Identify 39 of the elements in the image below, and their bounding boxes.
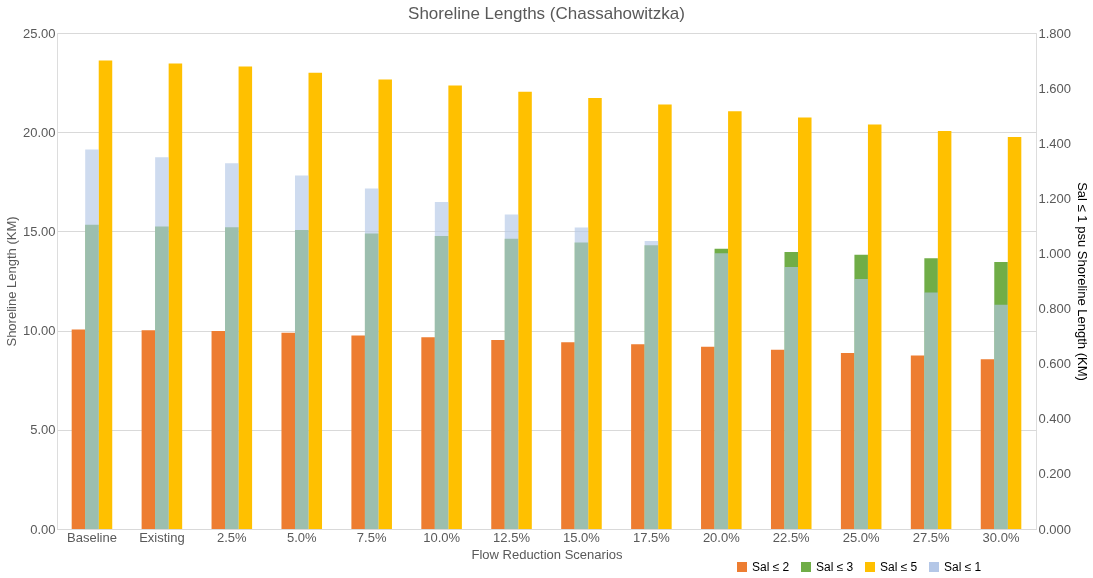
legend-label: Sal ≤ 1 [944,560,982,574]
y-tick-label: 5.00 [30,422,56,438]
y2-axis-title: Sal ≤ 1 psu Shoreline Length (KM) [1075,182,1091,381]
y2-tick-label: 1.400 [1038,135,1072,151]
y2-tick-label: 0.000 [1038,521,1072,537]
y-tick-label: 15.00 [22,223,56,239]
x-tick-label: 27.5% [912,529,950,545]
x-tick-label: Existing [139,529,185,545]
x-tick-label: 10.0% [423,529,461,545]
y2-tick-label: 1.600 [1038,80,1072,96]
x-tick-label: 12.5% [493,529,531,545]
y2-tick-label: 1.800 [1038,25,1072,41]
y-axis-title: Shoreline Length (KM) [3,216,19,347]
x-tick-label: 7.5% [356,529,387,545]
y-tick-label: 10.00 [22,323,56,339]
x-tick-label: 30.0% [982,529,1020,545]
x-tick-label: Baseline [67,529,117,545]
x-tick-label: 15.0% [563,529,601,545]
legend-label: Sal ≤ 5 [880,560,918,574]
x-tick-label: 20.0% [702,529,741,545]
y2-tick-label: 0.800 [1038,301,1072,317]
x-tick-label: 25.0% [842,529,881,545]
y2-tick-label: 0.200 [1038,466,1072,482]
bar [994,261,1008,529]
x-tick-label: 17.5% [632,529,671,545]
x-axis-title: Flow Reduction Scenarios [471,546,623,562]
x-tick-label: 2.5% [217,529,248,545]
y-tick-label: 25.00 [22,25,56,41]
x-tick-label: 5.0% [286,529,317,545]
y-tick-label: 0.00 [30,521,56,537]
y2-tick-label: 1.200 [1038,190,1072,206]
y-tick-label: 20.00 [22,124,56,140]
y2-tick-label: 0.400 [1038,411,1072,427]
chart-title: Shoreline Lengths (Chassahowitzka) [408,4,685,23]
legend-label: Sal ≤ 3 [816,560,854,574]
legend-label: Sal ≤ 2 [752,560,790,574]
x-tick-label: 22.5% [772,529,811,545]
y2-tick-label: 1.000 [1038,245,1072,261]
y2-tick-label: 0.600 [1038,356,1072,372]
